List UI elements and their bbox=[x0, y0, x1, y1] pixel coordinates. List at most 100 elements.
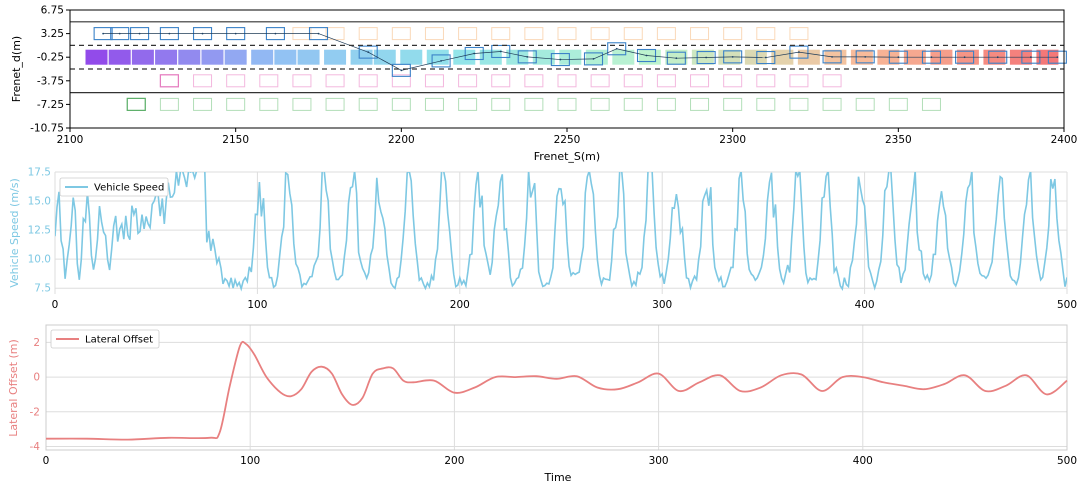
ego-box-7 bbox=[251, 49, 274, 65]
highlight-box-1 bbox=[126, 97, 146, 112]
faint-box-0-11 bbox=[656, 27, 676, 41]
track-link-22 bbox=[765, 51, 799, 58]
speed-ytick-label-3: 15.0 bbox=[28, 196, 51, 208]
faint-box-0-2 bbox=[358, 27, 378, 41]
ego-box-22 bbox=[638, 49, 661, 65]
faint-box-1-14 bbox=[623, 74, 643, 88]
track-box-11 bbox=[464, 46, 484, 61]
speed-xtick-label-0: 0 bbox=[52, 299, 59, 311]
offset-xtick-label-0: 0 bbox=[43, 455, 50, 467]
frenet-ylabel: Frenet_d(m) bbox=[10, 36, 23, 102]
frenet-ytick-label-2: -0.25 bbox=[37, 52, 64, 64]
offset-xtick-label-4: 400 bbox=[853, 455, 873, 467]
frenet-xtick-label-6: 2400 bbox=[1051, 134, 1078, 146]
track-box-10 bbox=[431, 54, 451, 68]
frenet-plot-content bbox=[70, 21, 1067, 112]
faint-box-1-16 bbox=[690, 74, 710, 88]
track-box-13 bbox=[517, 50, 537, 64]
offset-series-line bbox=[45, 340, 1068, 441]
faint-box-1-15 bbox=[656, 74, 676, 88]
track-link-23 bbox=[798, 51, 833, 58]
frenet-xtick-label-4: 2300 bbox=[719, 134, 746, 146]
offset-xtick-label-1: 100 bbox=[240, 455, 260, 467]
speed-xtick-label-5: 500 bbox=[1057, 299, 1077, 311]
frenet-xtick-label-3: 2250 bbox=[554, 134, 581, 146]
ego-box-15 bbox=[453, 49, 476, 65]
faint-box-2-24 bbox=[921, 97, 941, 111]
speed-plot-grid bbox=[54, 171, 1068, 294]
track-link-17 bbox=[616, 48, 647, 56]
frenet-ytick-label-5: -10.75 bbox=[30, 123, 64, 135]
faint-box-1-1 bbox=[193, 74, 213, 88]
faint-box-2-8 bbox=[391, 97, 411, 111]
faint-box-2-17 bbox=[690, 97, 710, 111]
faint-box-1-18 bbox=[756, 74, 776, 88]
faint-box-1-13 bbox=[590, 74, 610, 88]
faint-box-2-19 bbox=[756, 97, 776, 111]
speed-legend-box bbox=[59, 177, 169, 197]
faint-box-2-4 bbox=[259, 97, 279, 111]
faint-box-0-14 bbox=[756, 27, 776, 41]
speed-ytick-label-1: 10.0 bbox=[28, 254, 51, 266]
faint-box-1-0 bbox=[159, 74, 179, 88]
track-box-8 bbox=[358, 45, 378, 59]
frenet-ytick-label-1: 3.25 bbox=[41, 28, 64, 40]
ego-box-21 bbox=[612, 49, 635, 65]
offset-xtick-label-2: 200 bbox=[444, 455, 464, 467]
faint-box-2-1 bbox=[159, 97, 179, 111]
track-link-18 bbox=[646, 55, 677, 59]
ego-box-10 bbox=[324, 49, 347, 65]
ego-box-0 bbox=[85, 49, 108, 65]
faint-box-2-15 bbox=[623, 97, 643, 111]
faint-box-1-3 bbox=[259, 74, 279, 88]
track-link-11 bbox=[441, 53, 475, 62]
faint-box-0-12 bbox=[690, 27, 710, 41]
ego-box-19 bbox=[559, 49, 582, 65]
ego-box-23 bbox=[665, 49, 688, 65]
faint-box-0-5 bbox=[458, 27, 478, 41]
track-link-16 bbox=[593, 48, 617, 60]
speed-legend: Vehicle Speed bbox=[59, 177, 169, 197]
faint-box-2-0 bbox=[126, 97, 146, 111]
faint-box-2-5 bbox=[292, 97, 312, 111]
frenet-xtick-label-2: 2200 bbox=[388, 134, 415, 146]
speed-ytick-label-0: 7.5 bbox=[34, 283, 51, 295]
faint-box-1-20 bbox=[822, 74, 842, 88]
track-box-12 bbox=[491, 44, 511, 59]
faint-box-0-4 bbox=[424, 27, 444, 41]
track-box-22 bbox=[789, 45, 809, 59]
ego-box-11 bbox=[350, 49, 373, 65]
offset-xtick-label-5: 500 bbox=[1057, 455, 1077, 467]
faint-box-2-23 bbox=[888, 97, 908, 111]
offset-plot: 0 100 200 300 400 500 2 0 -2 -4 Time Lateral Offs… bbox=[7, 324, 1078, 484]
faint-box-0-6 bbox=[491, 27, 511, 41]
faint-box-0-15 bbox=[789, 27, 809, 41]
faint-box-0-3 bbox=[391, 27, 411, 41]
faint-box-2-22 bbox=[855, 97, 875, 111]
speed-xtick-label-4: 400 bbox=[855, 299, 875, 311]
faint-box-1-2 bbox=[226, 74, 246, 88]
offset-plot-grid bbox=[45, 324, 1068, 451]
ego-box-3 bbox=[155, 49, 178, 65]
offset-plot-ticks: 0 100 200 300 400 500 2 0 -2 -4 bbox=[30, 337, 1078, 467]
offset-legend-box bbox=[50, 329, 160, 349]
ego-box-2 bbox=[131, 49, 154, 65]
track-box-17 bbox=[636, 48, 657, 63]
track-link-12 bbox=[474, 51, 501, 54]
ego-box-6 bbox=[224, 49, 247, 65]
speed-series-line bbox=[55, 172, 1067, 292]
faint-box-0-8 bbox=[557, 27, 577, 41]
speed-plot-line-group bbox=[55, 172, 1067, 292]
frenet-ytick-label-3: -3.75 bbox=[37, 75, 64, 87]
frenet-xtick-label-5: 2350 bbox=[885, 134, 912, 146]
faint-box-0-7 bbox=[524, 27, 544, 41]
ego-box-28 bbox=[797, 49, 820, 65]
faint-box-0-10 bbox=[623, 27, 643, 41]
track-point-22 bbox=[798, 51, 800, 54]
offset-plot-frame bbox=[45, 324, 1068, 451]
speed-ylabel: Vehicle Speed (m/s) bbox=[8, 178, 21, 288]
faint-box-1-10 bbox=[491, 74, 511, 88]
speed-legend-label: Vehicle Speed bbox=[94, 183, 164, 194]
ego-box-16 bbox=[479, 49, 502, 65]
faint-box-1-8 bbox=[424, 74, 444, 88]
